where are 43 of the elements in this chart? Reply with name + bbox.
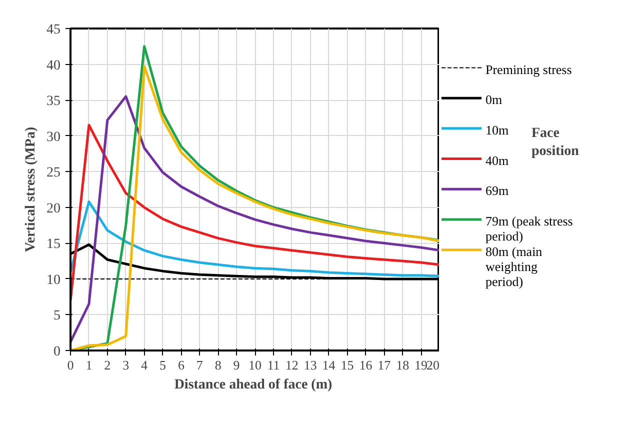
y-tick-label: 0 [54, 344, 60, 360]
x-tick-label: 0 [67, 358, 74, 372]
y-tick-label: 5 [54, 308, 60, 324]
y-tick-label: 40 [46, 58, 60, 74]
y-tick-label: 10 [46, 272, 60, 288]
y-tick-label: 30 [46, 130, 60, 145]
y-tick-label: 35 [46, 94, 60, 110]
legend-label: 80m (main weighting period) [486, 244, 543, 289]
x-tick-label: 15 [340, 358, 354, 372]
x-tick-label: 3 [122, 358, 130, 372]
legend-label: 10m [486, 122, 509, 138]
x-tick-label: 19 [414, 358, 428, 372]
x-tick-label: 10 [248, 358, 262, 372]
x-axis-title: Distance ahead of face (m) [174, 378, 333, 392]
x-tick-label: 6 [178, 358, 185, 372]
line-series [70, 200, 439, 278]
text: Face position [532, 126, 580, 160]
line-series [70, 124, 439, 302]
x-tick-label: 7 [196, 358, 204, 372]
x-tick-label: 8 [214, 358, 222, 372]
x-tick-label: 11 [267, 358, 280, 372]
y-axis-title: Vertical stress (MPa) [24, 126, 38, 252]
y-tick-label: 25 [46, 166, 60, 181]
legend-label: Premining stress [486, 62, 572, 77]
x-tick-label: 2 [104, 358, 111, 372]
legend-label: 40m [486, 152, 509, 168]
y-tick-label: 45 [46, 22, 60, 38]
x-tick-label: 12 [285, 358, 298, 372]
y-tick-label: 20 [46, 201, 60, 216]
legend-label: 0m [486, 92, 502, 108]
x-tick-label: 18 [396, 358, 410, 372]
y-tick-label: 15 [46, 237, 60, 252]
x-tick-label: 4 [141, 358, 148, 372]
x-tick-label: 14 [322, 358, 336, 372]
legend-label: 79m (peak stress period) [486, 214, 573, 244]
x-tick-label: 16 [359, 358, 373, 372]
x-tick-label: 17 [378, 358, 392, 372]
x-tick-label: 20 [426, 358, 440, 372]
x-tick-label: 9 [233, 358, 240, 372]
x-tick-label: 13 [304, 358, 317, 372]
x-tick-label: 1 [86, 358, 92, 372]
x-tick-label: 5 [160, 358, 166, 372]
legend-label: 69m [486, 183, 509, 198]
